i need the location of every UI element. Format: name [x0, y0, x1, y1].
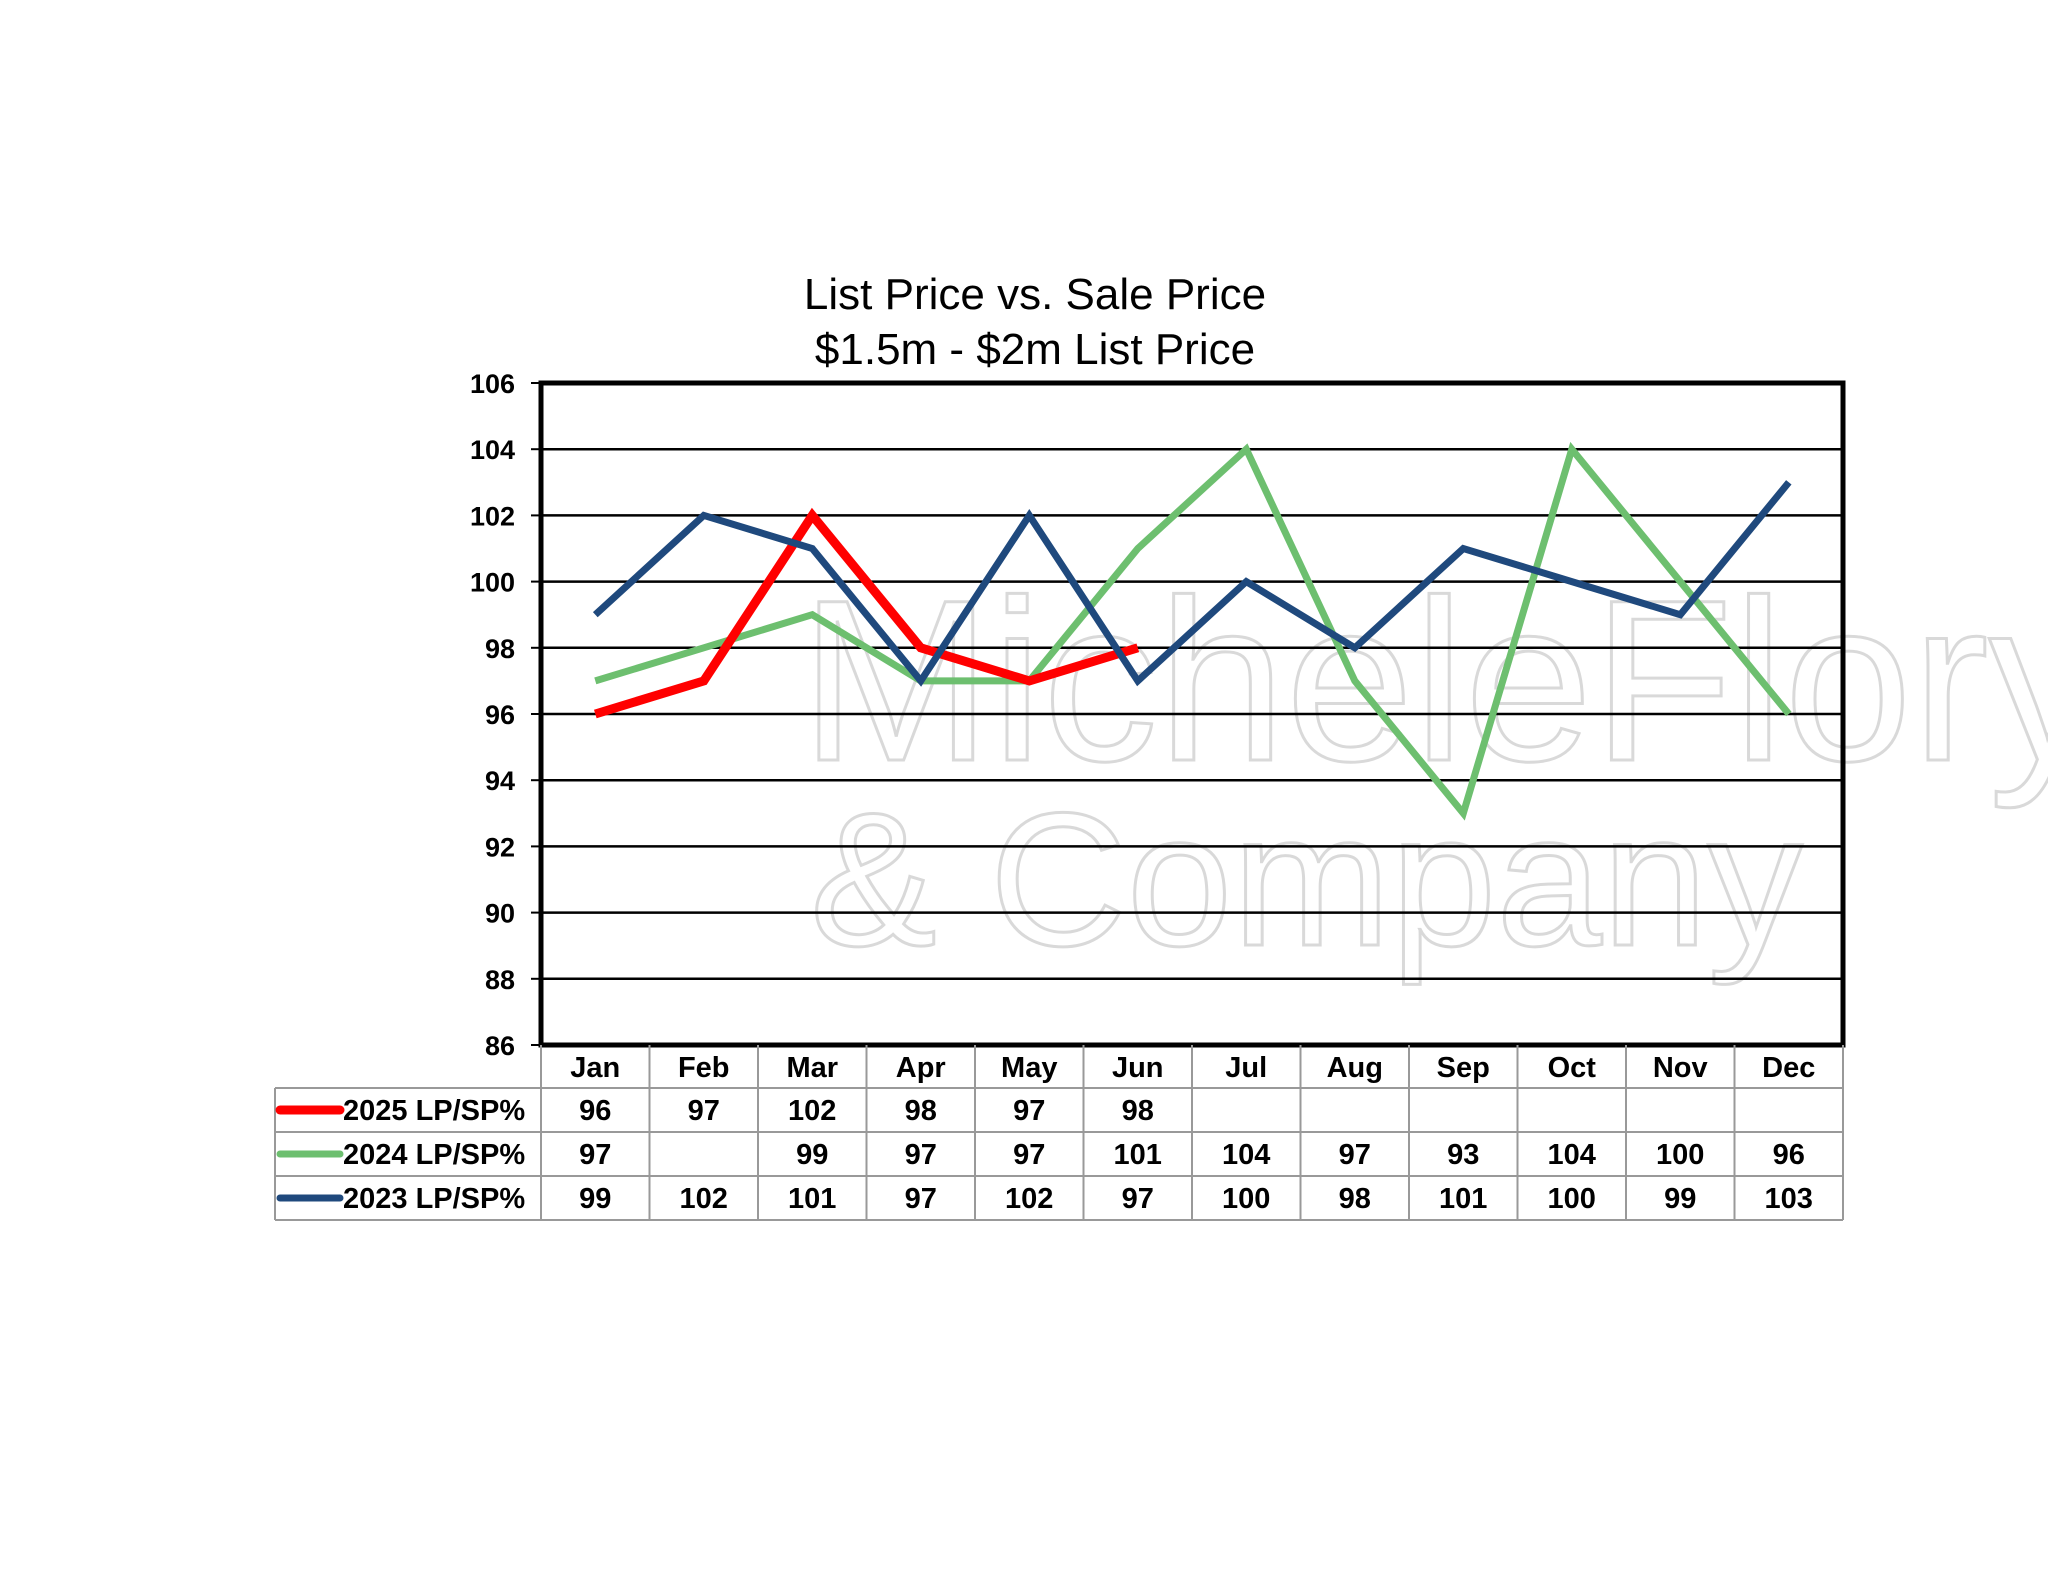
- table-cell: 97: [905, 1139, 937, 1171]
- x-tick-label: Nov: [1653, 1052, 1708, 1084]
- table-cell: 97: [688, 1095, 720, 1127]
- data-table: Jan Feb Mar Apr May Jun Jul Aug Sep Oct Nov Dec 2025…: [274, 1045, 1844, 1221]
- table-cell: 97: [1339, 1139, 1371, 1171]
- table-cell: 100: [1548, 1183, 1596, 1215]
- table-cell: 102: [1005, 1183, 1053, 1215]
- table-cell: 97: [1013, 1095, 1045, 1127]
- y-tick-label: 90: [485, 899, 515, 929]
- legend-label: 2024 LP/SP%: [343, 1139, 525, 1171]
- chart-title: List Price vs. Sale Price: [804, 270, 1266, 319]
- watermark: MicheleFlory & Company: [799, 551, 2048, 988]
- y-tick-label: 92: [485, 832, 515, 862]
- table-cell: 98: [905, 1095, 937, 1127]
- y-tick-label: 102: [470, 501, 515, 531]
- table-cell: 93: [1447, 1139, 1479, 1171]
- table-cell: 97: [579, 1139, 611, 1171]
- x-tick-label: Dec: [1762, 1052, 1815, 1084]
- x-tick-label: Jul: [1225, 1052, 1267, 1084]
- x-tick-label: Sep: [1437, 1052, 1490, 1084]
- watermark-line-2: & Company: [810, 774, 1803, 986]
- table-cell: 101: [1114, 1139, 1162, 1171]
- y-tick-label: 94: [485, 766, 515, 796]
- series-line-2025: [593, 507, 1140, 719]
- series-line-2023: [592, 480, 1792, 687]
- y-tick-label: 104: [470, 435, 515, 465]
- table-cell: 102: [680, 1183, 728, 1215]
- table-cell: 104: [1548, 1139, 1596, 1171]
- legend-label: 2025 LP/SP%: [343, 1095, 525, 1127]
- table-cell: 99: [796, 1139, 828, 1171]
- table-cell: 96: [579, 1095, 611, 1127]
- x-tick-label: Jan: [570, 1052, 620, 1084]
- table-cell: 101: [1439, 1183, 1487, 1215]
- x-tick-label: Oct: [1548, 1052, 1597, 1084]
- series-line-2024: [594, 441, 1792, 821]
- table-cell: 101: [788, 1183, 836, 1215]
- table-cell: 103: [1765, 1183, 1813, 1215]
- legend-label: 2023 LP/SP%: [343, 1183, 525, 1215]
- y-tick-label: 88: [485, 965, 515, 995]
- table-cell: 100: [1656, 1139, 1704, 1171]
- table-cell: 99: [1664, 1183, 1696, 1215]
- table-cell: 96: [1773, 1139, 1805, 1171]
- y-tick-label: 96: [485, 700, 515, 730]
- chart-subtitle: $1.5m - $2m List Price: [815, 325, 1255, 374]
- y-tick-label: 86: [485, 1031, 515, 1061]
- table-cell: 104: [1222, 1139, 1270, 1171]
- y-tick-label: 98: [485, 634, 515, 664]
- x-tick-label: Feb: [678, 1052, 730, 1084]
- x-tick-label: May: [1001, 1052, 1057, 1084]
- table-cell: 97: [1013, 1139, 1045, 1171]
- table-cell: 98: [1339, 1183, 1371, 1215]
- x-tick-label: Jun: [1112, 1052, 1164, 1084]
- table-cell: 99: [579, 1183, 611, 1215]
- x-tick-label: Aug: [1327, 1052, 1383, 1084]
- series-lines: [592, 441, 1792, 821]
- table-cell: 100: [1222, 1183, 1270, 1215]
- x-tick-label: Apr: [896, 1052, 946, 1084]
- table-cell: 97: [1122, 1183, 1154, 1215]
- table-cell: 97: [905, 1183, 937, 1215]
- y-tick-label: 100: [470, 568, 515, 598]
- y-axis: 86 88 90 92 94 96 98 100 102 104 106: [470, 369, 541, 1061]
- table-cell: 102: [788, 1095, 836, 1127]
- x-tick-label: Mar: [786, 1052, 838, 1084]
- y-tick-label: 106: [470, 369, 515, 399]
- table-cell: 98: [1122, 1095, 1154, 1127]
